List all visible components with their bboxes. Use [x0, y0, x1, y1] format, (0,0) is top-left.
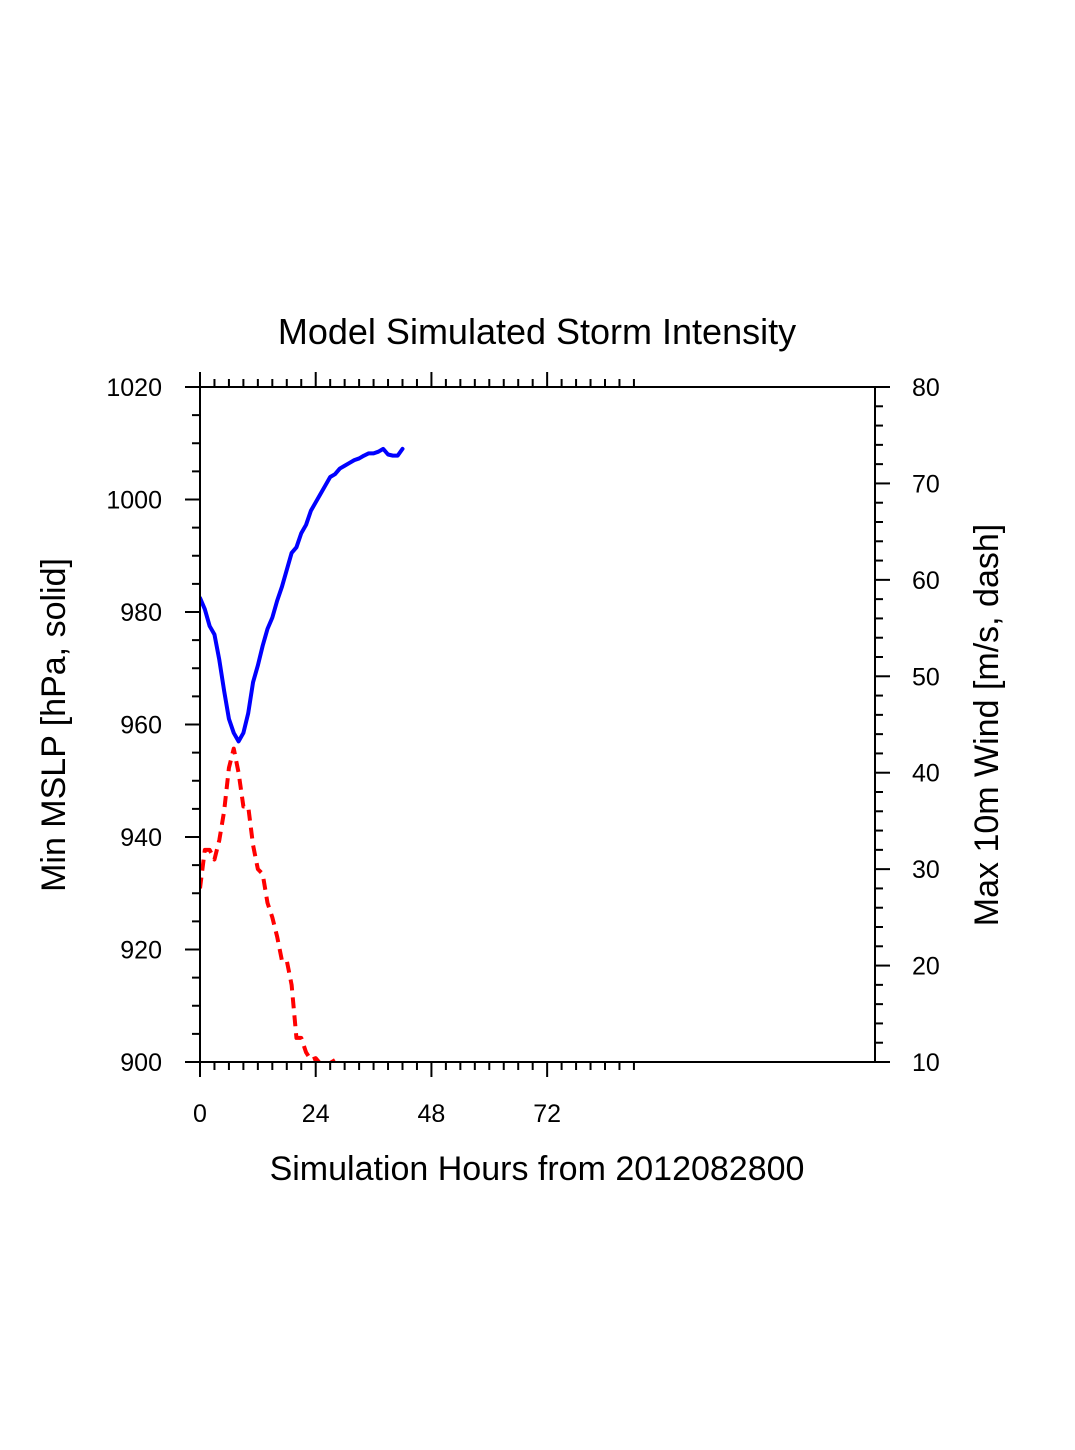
y-right-axis-label: Max 10m Wind [m/s, dash]: [968, 524, 1006, 926]
x-tick-label: 0: [193, 1100, 207, 1128]
y-left-tick-label: 900: [120, 1049, 162, 1077]
x-axis-label: Simulation Hours from 2012082800: [270, 1150, 805, 1188]
y-left-tick-label: 1020: [106, 374, 162, 402]
y-left-tick-label: 940: [120, 824, 162, 852]
x-tick-label: 48: [418, 1100, 446, 1128]
y-left-tick-label: 920: [120, 937, 162, 965]
tick-labels: 0 24 48 72900920940960980100010201020304050…: [106, 374, 939, 1128]
y-right-tick-label: 40: [912, 760, 940, 788]
y-right-tick-label: 50: [912, 663, 940, 691]
y-left-tick-label: 980: [120, 599, 162, 627]
plot-frame: [199, 386, 876, 1063]
y-right-tick-label: 20: [912, 953, 940, 981]
x-tick-label: 24: [302, 1100, 330, 1128]
y-right-tick-label: 30: [912, 856, 940, 884]
y-right-tick-label: 60: [912, 567, 940, 595]
y-left-tick-label: 1000: [106, 487, 162, 515]
mslp-series-line: [200, 446, 405, 744]
axis-ticks: [185, 372, 890, 1077]
y-right-tick-label: 10: [912, 1049, 940, 1077]
data-series: [200, 446, 405, 1062]
chart-title: Model Simulated Storm Intensity: [278, 311, 796, 352]
y-left-tick-label: 960: [120, 712, 162, 740]
y-left-axis-label: Min MSLP [hPa, solid]: [35, 558, 73, 892]
wind-series-line: [200, 746, 337, 1062]
y-right-tick-label: 70: [912, 470, 940, 498]
x-tick-label: 72: [533, 1100, 561, 1128]
y-right-tick-label: 80: [912, 374, 940, 402]
